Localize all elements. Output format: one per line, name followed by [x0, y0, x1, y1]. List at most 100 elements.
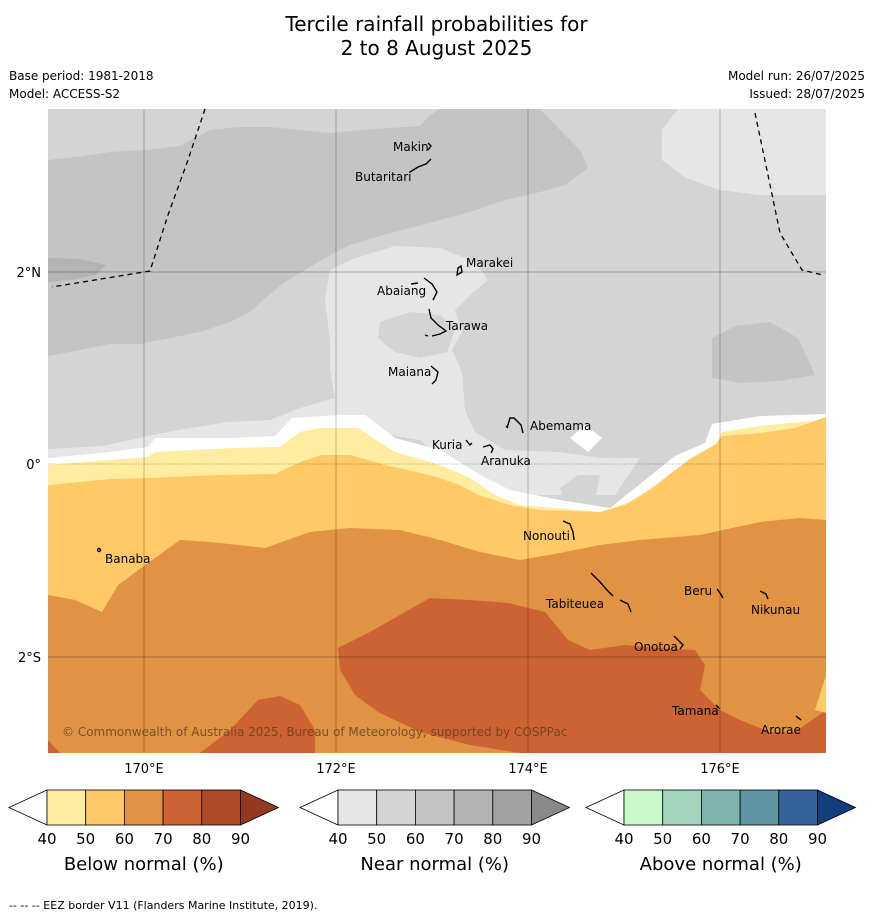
colorbar-max-extension [531, 789, 571, 826]
colorbar-tick-label: 90 [808, 830, 827, 848]
near-normal-50-patch [560, 475, 600, 495]
colorbar-swatch [201, 789, 241, 826]
colorbar-swatch [85, 789, 125, 826]
island-nonouti [562, 520, 575, 541]
island-onotoa [673, 635, 684, 650]
near-normal-40-region [48, 246, 640, 495]
near-normal-40-northeast [662, 109, 826, 195]
chart-title: Tercile rainfall probabilities for 2 to … [0, 12, 873, 60]
colorbar-swatch [492, 789, 532, 826]
island-banaba [96, 547, 102, 553]
colorbar-swatch [453, 789, 494, 826]
island-aranuka [482, 444, 494, 454]
model-info: Base period: 1981-2018 Model: ACCESS-S2 [9, 67, 154, 103]
colorbar-tick-label: 50 [367, 830, 386, 848]
colorbar-tick-label: 80 [483, 830, 502, 848]
colorbar-tick-label: 60 [692, 830, 711, 848]
colorbar-swatch [623, 789, 664, 826]
place-label: Onotoa [634, 640, 678, 654]
island-abemama [505, 417, 524, 434]
island-arorae [795, 715, 802, 721]
colorbar-max-extension [817, 789, 857, 826]
lon-tick-label: 176°E [700, 762, 740, 777]
island-tabiteuea [590, 572, 632, 613]
island-nikunau [759, 590, 769, 600]
title-line-1: Tercile rainfall probabilities for [285, 12, 588, 36]
lat-tick-label: 2°S [18, 651, 41, 666]
colorbar-swatch [376, 789, 416, 826]
near-normal-70-region [48, 258, 106, 282]
below-normal-70-southwest [200, 696, 315, 753]
colorbar-swatch [162, 789, 203, 826]
colorbar-2: 40 50 60 70 80 90 Near normal (%) [299, 789, 571, 875]
island-abaiang [410, 277, 438, 301]
eez-border [51, 108, 824, 288]
lat-tick-label: 2°N [17, 266, 42, 281]
copyright-notice: © Commonwealth of Australia 2025, Bureau… [62, 725, 567, 739]
colorbar-tick-label: 40 [37, 830, 56, 848]
island-butaritari [409, 158, 432, 173]
gridlines [48, 109, 826, 753]
place-labels: Makin Butaritari Marakei Abaiang Tarawa … [105, 140, 801, 737]
place-label: Abaiang [377, 284, 426, 298]
colorbar-legends: 40 50 60 70 80 90 Below normal (%) 40 50 60 70 80 90… [8, 789, 857, 875]
below-normal-70-corner [48, 740, 60, 753]
colorbar-tick-label: 70 [445, 830, 464, 848]
colorbar-title: Near normal (%) [360, 854, 509, 875]
eez-border-west [51, 108, 206, 288]
colorbar-swatch [662, 789, 702, 826]
lon-tick-label: 170°E [124, 762, 164, 777]
colorbar-min-extension [8, 789, 48, 826]
colorbar-title: Above normal (%) [640, 854, 802, 875]
island-kuria [465, 439, 473, 447]
issue-info: Model run: 26/07/2025 Issued: 28/07/2025 [728, 67, 865, 103]
island-maiana [430, 365, 439, 385]
base-period: Base period: 1981-2018 [9, 69, 154, 83]
model-name: Model: ACCESS-S2 [9, 87, 121, 101]
eez-footnote: -- -- -- EEZ border V11 (Flanders Marine… [9, 899, 318, 912]
near-normal-60-east [712, 322, 815, 383]
colorbar-max-extension [240, 789, 280, 826]
colorbar-3: 40 50 60 70 80 90 Above normal (%) [585, 789, 857, 875]
place-label: Aranuka [481, 454, 531, 468]
colorbar-tick-label: 60 [115, 830, 134, 848]
colorbar-swatch [337, 789, 378, 826]
colorbar-tick-label: 90 [231, 830, 250, 848]
islands [96, 142, 802, 721]
place-label: Nonouti [523, 529, 570, 543]
colorbar-min-extension [585, 789, 625, 826]
colorbar-swatch [124, 789, 164, 826]
colorbar-tick-label: 80 [769, 830, 788, 848]
lat-tick-label: 0° [26, 458, 41, 473]
island-tarawa [424, 308, 448, 337]
colorbar-title: Below normal (%) [64, 854, 224, 875]
axis-labels: 170°E 172°E 174°E 176°E 2°N 0° 2°S [17, 266, 740, 777]
place-label: Marakei [466, 256, 513, 270]
issued-date: Issued: 28/07/2025 [749, 87, 865, 101]
place-label: Kuria [432, 438, 463, 452]
place-label: Abemama [530, 419, 591, 433]
place-label: Arorae [761, 723, 801, 737]
colorbar-tick-label: 80 [192, 830, 211, 848]
model-run: Model run: 26/07/2025 [727, 69, 865, 83]
colorbar-swatch [701, 789, 741, 826]
colorbar-tick-label: 60 [406, 830, 425, 848]
below-normal-70-region [338, 598, 826, 753]
lon-tick-label: 172°E [316, 762, 356, 777]
island-tamana [715, 704, 721, 710]
place-label: Tabiteuea [545, 597, 604, 611]
colorbar-tick-label: 50 [653, 830, 672, 848]
colorbar-tick-label: 40 [614, 830, 633, 848]
colorbar-swatch [414, 789, 455, 826]
place-label: Nikunau [751, 603, 800, 617]
probability-field [48, 109, 826, 753]
colorbar-1: 40 50 60 70 80 90 Below normal (%) [8, 789, 280, 875]
colorbar-swatch [778, 789, 818, 826]
place-label: Maiana [388, 365, 431, 379]
title-line-2: 2 to 8 August 2025 [340, 36, 533, 60]
place-label: Tarawa [445, 319, 488, 333]
colorbar-tick-label: 70 [731, 830, 750, 848]
place-label: Makin [393, 140, 429, 154]
near-normal-60-region [48, 109, 588, 356]
